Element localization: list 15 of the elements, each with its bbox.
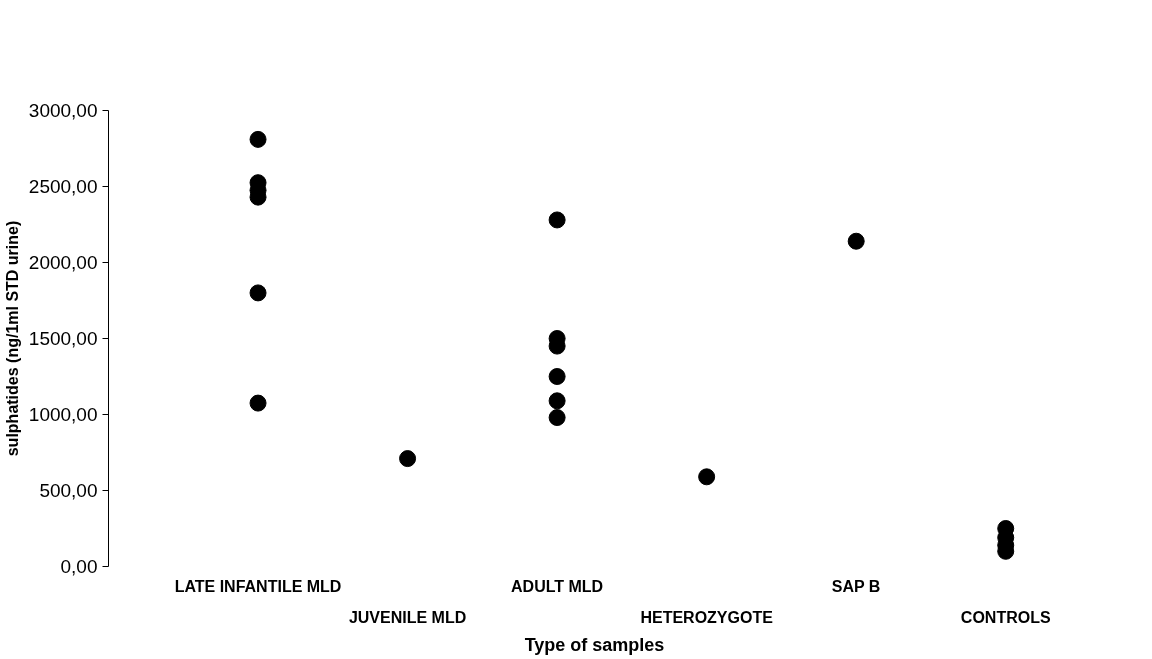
- x-tick-label: SAP B: [831, 577, 881, 595]
- x-tick-label: ADULT MLD: [511, 577, 604, 595]
- y-tick-label: 2500,00: [28, 176, 98, 197]
- y-tick-label: 1500,00: [28, 328, 98, 349]
- y-tick-label: 500,00: [39, 480, 98, 501]
- x-tick-label: LATE INFANTILE MLD: [174, 577, 342, 595]
- y-tick-label: 1000,00: [28, 404, 98, 425]
- y-tick-label: 2000,00: [28, 252, 98, 273]
- y-tick-label: 0,00: [60, 556, 98, 577]
- x-tick-label: HETEROZYGOTE: [640, 608, 774, 626]
- y-tick-label: 3000,00: [28, 100, 98, 121]
- y-axis-title: sulphatides (ng/1ml STD urine): [3, 220, 21, 457]
- x-tick-label: CONTROLS: [960, 608, 1051, 626]
- x-tick-label: JUVENILE MLD: [348, 608, 467, 626]
- x-axis-title: Type of samples: [524, 634, 665, 655]
